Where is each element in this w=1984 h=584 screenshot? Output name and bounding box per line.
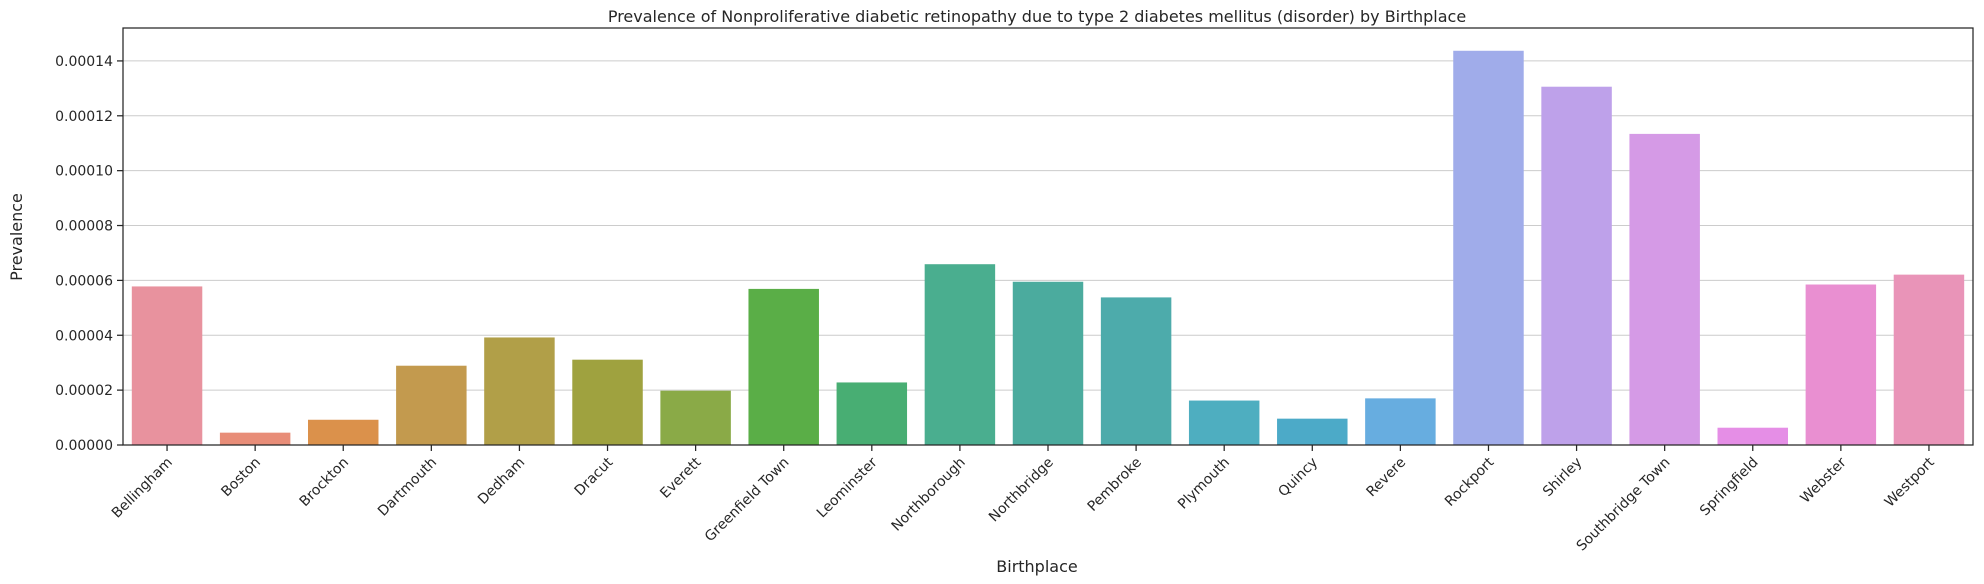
bar-greenfield-town (748, 288, 819, 445)
x-tick-label: Pembroke (1085, 455, 1145, 515)
x-tick-label: Dartmouth (375, 455, 440, 520)
x-tick-label: Leominster (814, 454, 881, 521)
y-tick-label: 0.00008 (55, 219, 113, 235)
y-tick-label: 0.00000 (55, 438, 113, 454)
x-tick-label: Springfield (1697, 455, 1762, 520)
y-tick-label: 0.00002 (55, 383, 113, 399)
bar-leominster (836, 382, 908, 445)
bar-northborough (924, 264, 996, 445)
x-tick-label: Plymouth (1175, 455, 1233, 513)
x-tick-label: Dedham (475, 455, 528, 508)
x-axis-label: Birthplace (996, 557, 1077, 576)
x-tick-label: Southbridge Town (1574, 455, 1674, 555)
bar-brockton (308, 419, 379, 445)
bar-springfield (1717, 427, 1788, 445)
x-tick-label: Shirley (1540, 455, 1585, 500)
bar-pembroke (1100, 297, 1172, 445)
y-axis-label: Prevalence (7, 193, 26, 281)
gridlines (123, 60, 1973, 391)
x-tick-label: Dracut (572, 454, 617, 499)
y-axis-ticks: 0.00000 0.00002 0.00004 0.00006 0.00008 0.000… (55, 54, 123, 454)
x-tick-label: Everett (657, 454, 705, 502)
bar-bellingham (131, 286, 203, 445)
y-tick-label: 0.00010 (55, 164, 113, 180)
bar-shirley (1541, 86, 1612, 445)
bar-southbridge-town (1629, 133, 1700, 445)
x-tick-label: Greenfield Town (702, 455, 793, 546)
bar-boston (219, 432, 291, 445)
x-tick-label: Northbridge (986, 455, 1057, 526)
bar-westport (1893, 274, 1965, 445)
chart-title: Prevalence of Nonproliferative diabetic … (608, 7, 1466, 26)
y-tick-label: 0.00014 (55, 54, 113, 70)
bar-rockport (1453, 50, 1524, 446)
x-tick-label: Northborough (889, 455, 969, 535)
bar-dedham (484, 337, 555, 445)
y-tick-label: 0.00006 (55, 273, 113, 289)
bar-dartmouth (396, 365, 467, 445)
y-tick-label: 0.00012 (55, 109, 113, 125)
bar-quincy (1277, 418, 1348, 445)
bar-plymouth (1188, 400, 1260, 445)
x-tick-label: Brockton (297, 455, 352, 510)
bar-revere (1365, 398, 1436, 445)
x-tick-label: Boston (218, 455, 264, 501)
y-tick-label: 0.00004 (55, 328, 113, 344)
bars (131, 50, 1965, 446)
x-axis-ticks: Bellingham Boston Brockton Dartmouth Dedham D… (109, 445, 1938, 554)
x-tick-label: Quincy (1275, 455, 1321, 501)
x-tick-label: Westport (1882, 454, 1938, 510)
bar-webster (1805, 284, 1877, 445)
bar-northbridge (1012, 281, 1084, 445)
x-tick-label: Rockport (1442, 454, 1498, 510)
x-tick-label: Webster (1798, 454, 1850, 506)
bar-dracut (572, 359, 643, 445)
bar-everett (660, 390, 731, 445)
x-tick-label: Revere (1363, 455, 1409, 501)
x-tick-label: Bellingham (109, 455, 176, 522)
